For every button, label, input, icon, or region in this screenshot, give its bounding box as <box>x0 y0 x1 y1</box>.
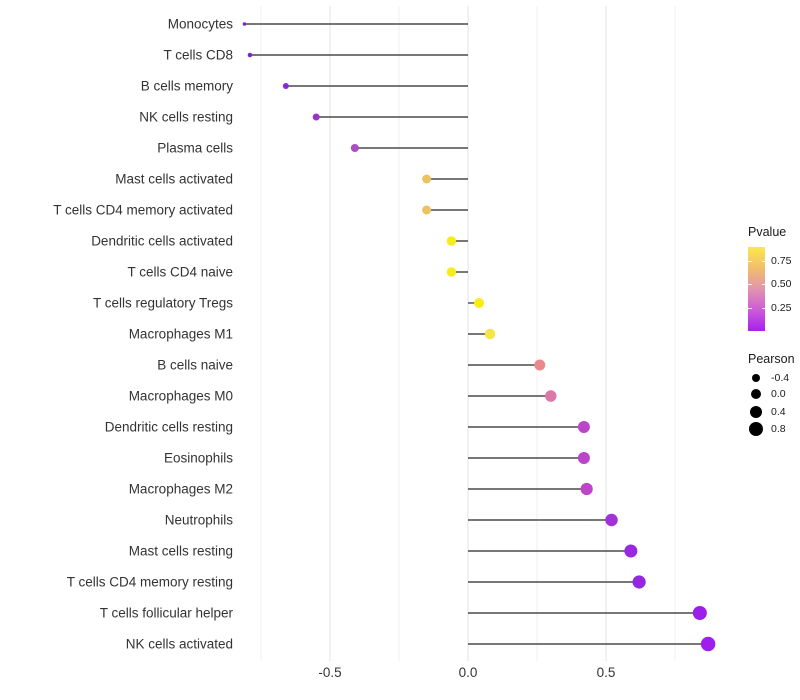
category-label: Dendritic cells activated <box>91 234 233 249</box>
pvalue-bar-tick <box>748 307 752 309</box>
category-label: Macrophages M0 <box>129 389 233 404</box>
pearson-size-dot <box>752 374 760 383</box>
pearson-size-label: -0.4 <box>771 372 790 385</box>
x-axis-tick-label: 0.0 <box>459 665 478 680</box>
category-label: Macrophages M1 <box>129 327 233 342</box>
pearson-size-label: 0.0 <box>771 388 786 401</box>
category-label: Monocytes <box>168 17 234 32</box>
category-label: NK cells resting <box>139 110 233 125</box>
lollipop-dot <box>422 205 432 215</box>
pvalue-gradient-bar <box>748 247 765 331</box>
pearson-legend-title: Pearson <box>748 352 795 366</box>
x-axis-tick-label: 0.5 <box>597 665 616 680</box>
category-label: B cells memory <box>141 79 234 94</box>
pearson-size-dot <box>751 389 761 400</box>
pvalue-tick-label: 0.50 <box>771 278 792 290</box>
lollipop-dot <box>474 298 485 308</box>
lollipop-dot <box>577 421 590 433</box>
pearson-size-label: 0.8 <box>771 423 786 435</box>
lollipop-dot <box>605 513 618 527</box>
category-label: T cells CD4 naive <box>127 265 233 280</box>
lollipop-dot <box>312 113 320 121</box>
lollipop-dot <box>247 52 253 58</box>
category-label: T cells CD4 memory activated <box>53 203 233 218</box>
lollipop-dot <box>624 544 638 558</box>
category-label: Mast cells resting <box>129 544 233 559</box>
x-axis-tick-label: -0.5 <box>318 665 341 680</box>
lollipop-dot <box>282 83 289 89</box>
pvalue-bar-tick <box>761 284 765 285</box>
category-label: Dendritic cells resting <box>105 420 233 435</box>
pearson-size-dot <box>749 422 763 436</box>
pvalue-tick-label: 0.75 <box>771 254 792 267</box>
category-label: T cells follicular helper <box>100 606 234 621</box>
category-label: T cells CD4 memory resting <box>67 575 233 590</box>
lollipop-dot <box>534 359 546 371</box>
category-label: Mast cells activated <box>115 172 233 187</box>
lollipop-dot <box>632 575 646 589</box>
pvalue-bar-tick <box>761 307 765 309</box>
lollipop-dot <box>484 328 496 340</box>
lollipop-dot <box>545 390 557 402</box>
lollipop-dot <box>577 452 590 464</box>
category-label: B cells naive <box>157 358 233 373</box>
pearson-size-dot <box>750 405 762 418</box>
category-label: T cells CD8 <box>163 48 233 63</box>
pvalue-bar-tick <box>761 260 765 262</box>
lollipop-dot <box>350 144 359 152</box>
lollipop-dot <box>446 236 457 246</box>
pearson-size-label: 0.4 <box>771 405 786 418</box>
lollipop-dot <box>692 606 707 620</box>
lollipop-dot <box>580 482 593 496</box>
category-label: NK cells activated <box>126 637 233 652</box>
category-label: Neutrophils <box>165 513 234 528</box>
category-label: Macrophages M2 <box>129 482 233 497</box>
pvalue-bar-tick <box>748 260 752 262</box>
category-label: Plasma cells <box>157 141 233 156</box>
category-label: T cells regulatory Tregs <box>93 296 233 311</box>
pvalue-tick-label: 0.25 <box>771 301 792 314</box>
lollipop-dot <box>242 22 247 26</box>
category-label: Eosinophils <box>164 451 233 466</box>
lollipop-dot <box>422 174 432 184</box>
lollipop-dot <box>700 636 716 652</box>
pvalue-bar-tick <box>748 284 752 285</box>
pvalue-legend-title: Pvalue <box>748 225 787 239</box>
lollipop-dot <box>446 267 457 277</box>
